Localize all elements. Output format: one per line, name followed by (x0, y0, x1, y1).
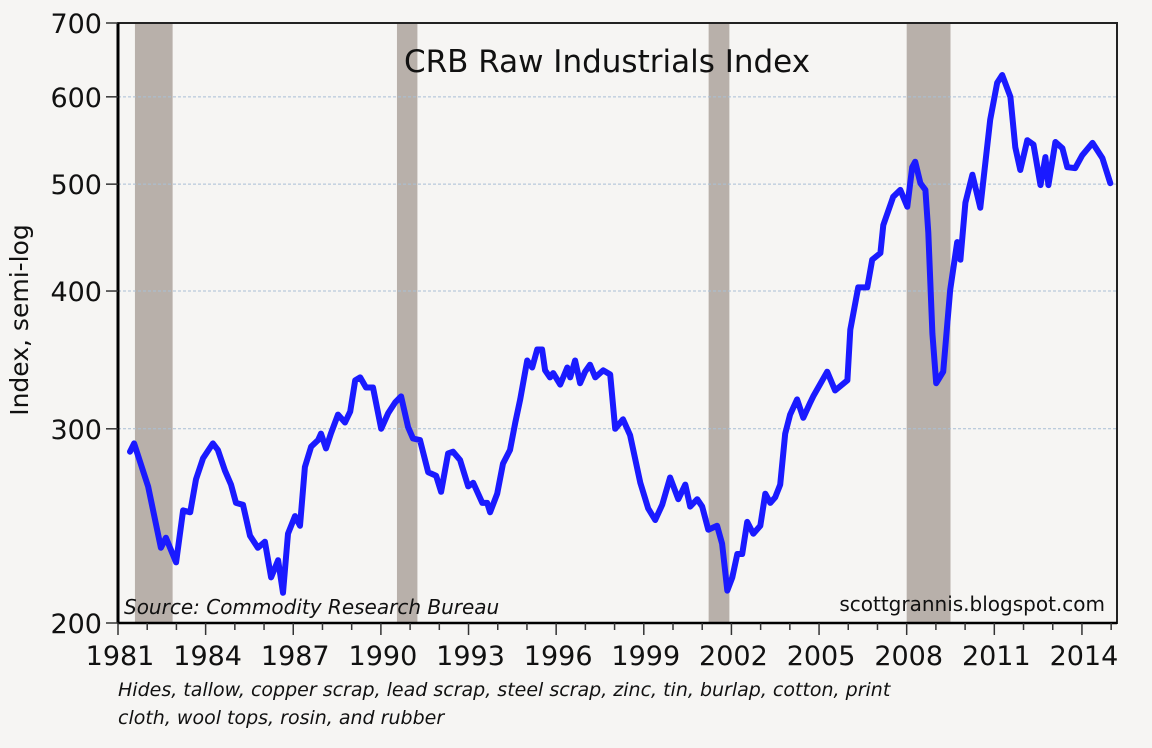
x-tick-label: 1999 (611, 641, 680, 672)
y-tick-label: 700 (50, 9, 102, 40)
x-tick-label: 1993 (436, 641, 505, 672)
y-tick-label: 600 (50, 83, 102, 114)
y-tick-label: 200 (50, 609, 102, 640)
x-tick-label: 2005 (787, 641, 856, 672)
recession-bands (134, 23, 951, 623)
footnote: Hides, tallow, copper scrap, lead scrap,… (118, 676, 1018, 732)
gridlines (118, 96, 1117, 430)
recession-band (396, 23, 418, 623)
x-tick-label: 1984 (173, 641, 242, 672)
recession-band (906, 23, 951, 623)
series-layer (127, 72, 1114, 596)
index-line (127, 72, 1114, 596)
source-note: Source: Commodity Research Bureau (124, 595, 499, 619)
x-tick-label: 2011 (962, 641, 1031, 672)
x-tick-label: 2008 (874, 641, 943, 672)
axes: 200 300 400 500 600 700 1981 1984 1987 1990 1993 19… (50, 9, 1118, 672)
chart-title: CRB Raw Industrials Index (404, 44, 810, 80)
footnote-line-2: cloth, wool tops, rosin, and rubber (118, 707, 445, 729)
recession-band (134, 23, 173, 623)
x-tick-label: 1987 (261, 641, 330, 672)
recession-band (708, 23, 730, 623)
x-tick-label: 2014 (1050, 641, 1119, 672)
y-tick-label: 400 (50, 277, 102, 308)
y-axis-label: Index, semi-log (5, 224, 34, 416)
y-tick-label: 500 (50, 170, 102, 201)
x-tick-label: 1990 (349, 641, 418, 672)
footnote-line-1: Hides, tallow, copper scrap, lead scrap,… (118, 679, 891, 701)
y-tick-label: 300 (50, 415, 102, 446)
x-tick-label: 1981 (86, 641, 155, 672)
x-tick-label: 1996 (524, 641, 593, 672)
x-tick-label: 2002 (699, 641, 768, 672)
plot-frame (117, 22, 1118, 624)
blog-credit: scottgrannis.blogspot.com (839, 592, 1105, 616)
